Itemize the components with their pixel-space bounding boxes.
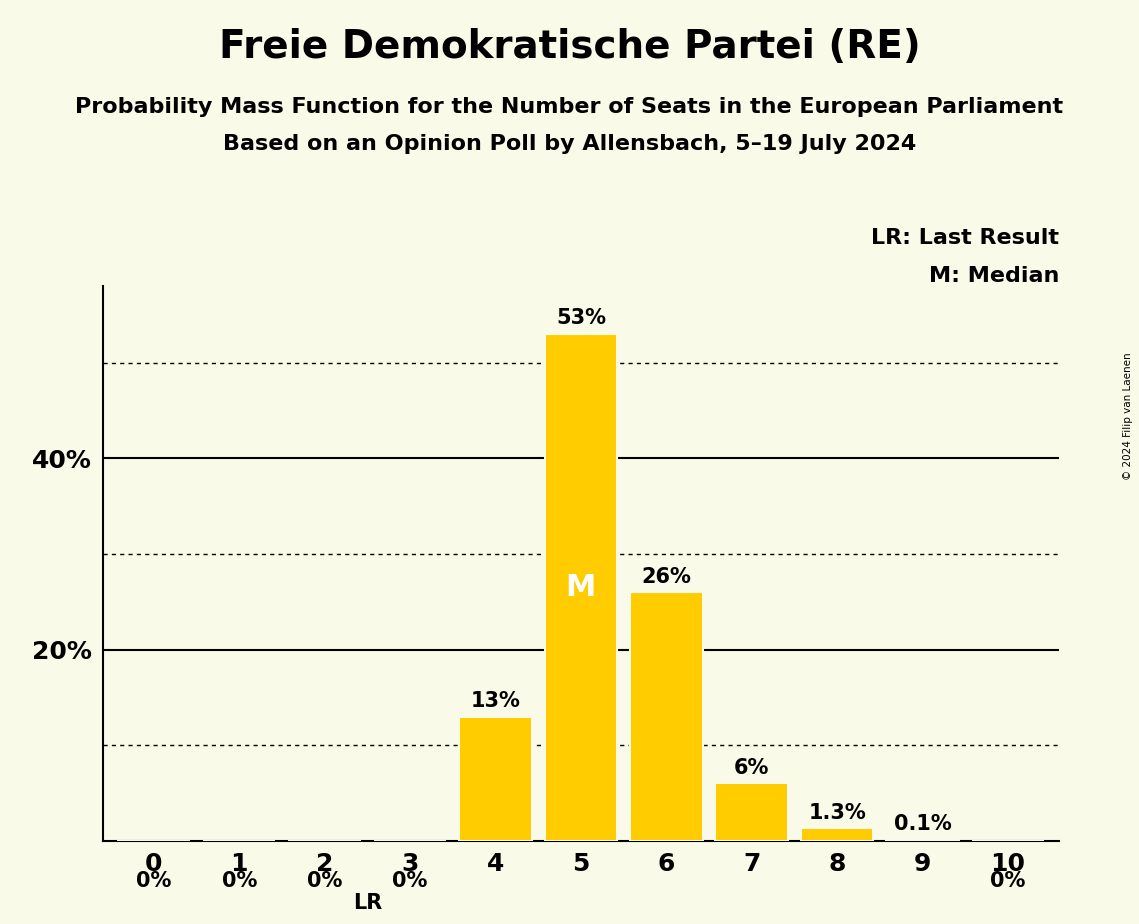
Bar (459, 717, 532, 841)
Text: Based on an Opinion Poll by Allensbach, 5–19 July 2024: Based on an Opinion Poll by Allensbach, … (223, 134, 916, 154)
Text: © 2024 Filip van Laenen: © 2024 Filip van Laenen (1123, 352, 1133, 480)
Text: 13%: 13% (470, 691, 521, 711)
Text: 53%: 53% (556, 309, 606, 329)
Text: 0%: 0% (136, 871, 172, 892)
Text: 0%: 0% (221, 871, 257, 892)
Text: 0%: 0% (306, 871, 343, 892)
Text: 0.1%: 0.1% (894, 814, 951, 834)
Text: Probability Mass Function for the Number of Seats in the European Parliament: Probability Mass Function for the Number… (75, 97, 1064, 117)
Bar (801, 829, 874, 841)
Text: LR: LR (353, 894, 382, 914)
Text: 26%: 26% (641, 566, 691, 587)
Bar (544, 334, 617, 841)
Text: 0%: 0% (392, 871, 428, 892)
Text: LR: Last Result: LR: Last Result (871, 227, 1059, 248)
Bar (630, 592, 703, 841)
Text: 6%: 6% (734, 758, 770, 778)
Text: 1.3%: 1.3% (809, 803, 866, 822)
Text: 0%: 0% (990, 871, 1026, 892)
Bar (715, 784, 788, 841)
Text: Freie Demokratische Partei (RE): Freie Demokratische Partei (RE) (219, 28, 920, 66)
Text: M: Median: M: Median (929, 266, 1059, 286)
Bar (886, 840, 959, 841)
Text: M: M (566, 573, 596, 602)
